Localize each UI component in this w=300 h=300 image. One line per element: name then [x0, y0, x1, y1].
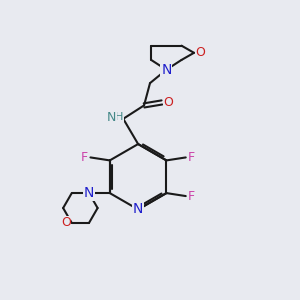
Text: F: F — [188, 151, 195, 164]
Text: O: O — [196, 46, 206, 59]
Text: F: F — [188, 190, 195, 202]
Text: N: N — [133, 202, 143, 216]
Text: N: N — [84, 186, 94, 200]
Text: O: O — [164, 96, 173, 109]
Text: O: O — [61, 217, 71, 230]
Text: N: N — [107, 111, 116, 124]
Text: N: N — [161, 63, 172, 77]
Text: F: F — [81, 151, 88, 164]
Text: H: H — [115, 112, 124, 122]
